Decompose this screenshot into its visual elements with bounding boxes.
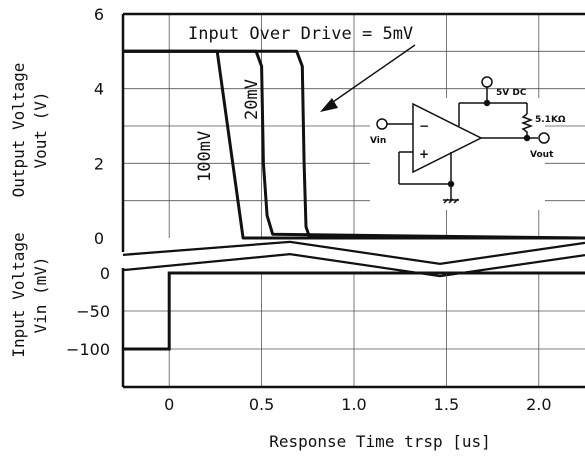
input-voltage-panel: 0 −50 −100 0 0.5 1.0 1.5 2.0 <box>66 264 585 414</box>
x-tick-label: 0 <box>164 395 174 414</box>
x-axis-title: Response Time trsp [us] <box>269 432 491 451</box>
overdrive-annotation: Input Over Drive = 5mV <box>188 24 413 44</box>
axis-break-gap <box>123 243 585 275</box>
output-voltage-panel: 0 2 4 6 <box>94 5 585 278</box>
inverting-input-label: − <box>419 119 429 133</box>
bottom-y-tick-label: −100 <box>66 340 110 359</box>
top-y-tick-label: 2 <box>94 154 104 173</box>
resistor-label: 5.1KΩ <box>535 115 566 125</box>
top-y-axis-label-line1: Output Voltage <box>9 63 28 198</box>
schematic-input-label: Vin <box>370 136 386 146</box>
x-tick-label: 1.5 <box>434 395 459 414</box>
series-label-20mv: 20mV <box>242 79 262 120</box>
top-y-tick-label: 0 <box>94 229 104 248</box>
bottom-y-tick-label: −50 <box>76 302 110 321</box>
top-y-axis-label-line2: Vout (V) <box>31 91 50 168</box>
series-line-5mv <box>123 49 585 240</box>
comparator-symbol <box>412 102 483 174</box>
comparator-schematic <box>370 76 550 210</box>
noninverting-input-label: + <box>419 147 429 161</box>
axis-break-lower <box>122 252 585 278</box>
x-tick-label: 2.0 <box>526 395 551 414</box>
bottom-y-tick-label: 0 <box>100 264 110 283</box>
top-y-tick-label: 6 <box>94 5 104 24</box>
bottom-y-axis-title: Input Voltage Vin (mV) <box>9 232 50 357</box>
bottom-y-axis-label-line1: Input Voltage <box>9 232 28 357</box>
schematic-output-label: Vout <box>530 150 554 160</box>
annotation-arrow <box>320 44 416 112</box>
supply-label: 5V DC <box>496 88 527 98</box>
x-tick-label: 1.0 <box>341 395 366 414</box>
series-line-vin <box>123 271 585 351</box>
bottom-y-axis-label-line2: Vin (mV) <box>31 256 50 333</box>
top-y-axis-title: Output Voltage Vout (V) <box>9 63 50 198</box>
axis-break-upper <box>122 240 585 266</box>
x-tick-label: 0.5 <box>249 395 274 414</box>
series-label-100mv: 100mV <box>195 131 215 182</box>
top-y-tick-label: 4 <box>94 80 104 99</box>
